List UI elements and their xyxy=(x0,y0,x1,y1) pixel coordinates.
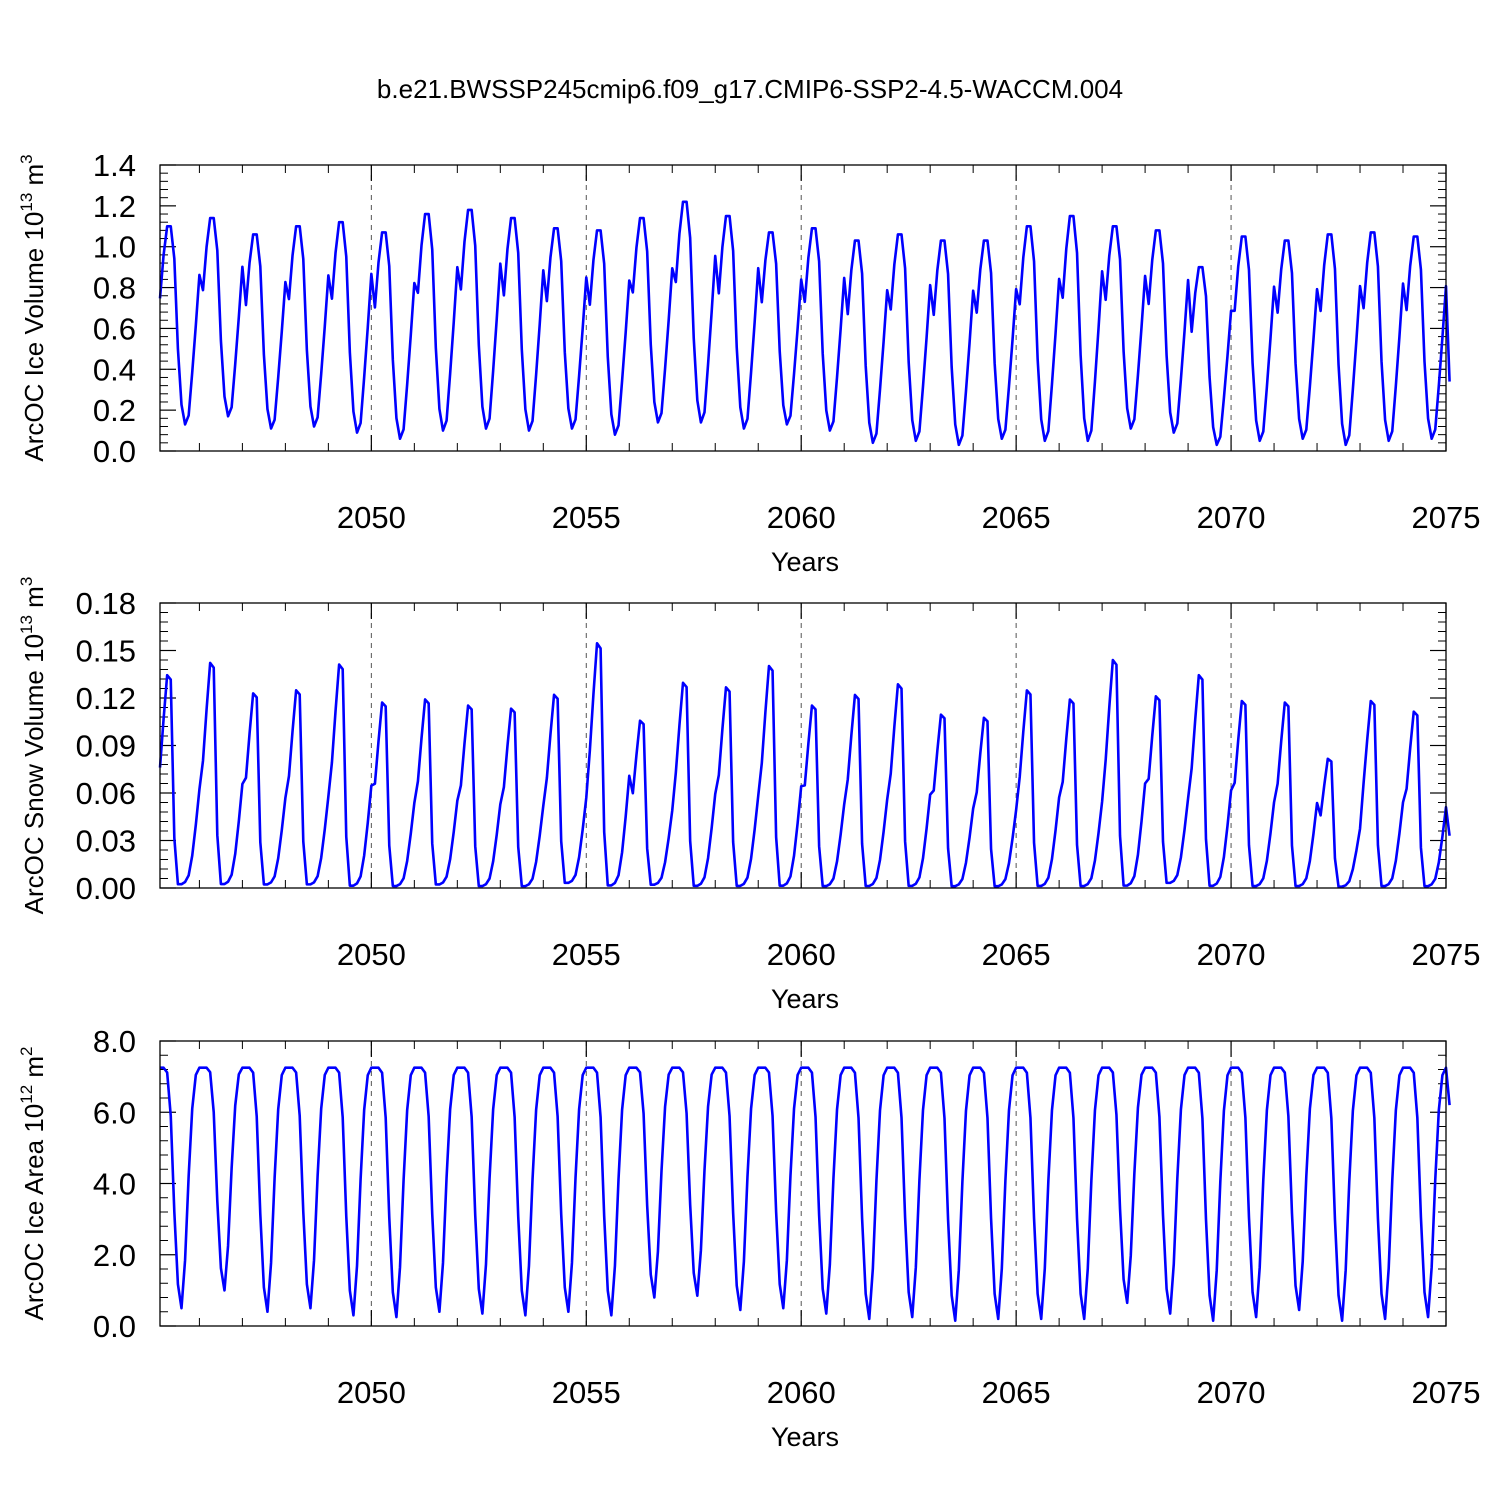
y-label-prefix: ArcOC Snow Volume 10 xyxy=(19,634,49,914)
x-tick-label-2055: 2055 xyxy=(552,500,621,535)
series-line xyxy=(158,641,1451,888)
y-tick-label-0.6: 0.6 xyxy=(93,311,136,346)
y-label-unit: m xyxy=(19,164,49,193)
x-tick-label-2055: 2055 xyxy=(552,937,621,972)
panel-1: 2050 2055 2060 2065 2070 2075 0.0 0.2 0.4 0.6 0.8 1… xyxy=(17,148,1480,577)
x-tick-label-2070: 2070 xyxy=(1197,500,1266,535)
x-tick-label-2065: 2065 xyxy=(982,937,1051,972)
y-label-exponent: 13 xyxy=(17,615,36,634)
y-tick-label-0.2: 0.2 xyxy=(93,393,136,428)
y-axis-label: ArcOC Ice Area 1012 m2 xyxy=(17,1046,49,1320)
figure-title: b.e21.BWSSP245cmip6.f09_g17.CMIP6-SSP2-4… xyxy=(377,74,1123,104)
x-tick-label-2060: 2060 xyxy=(767,500,836,535)
y-label-unit: m xyxy=(19,586,49,615)
x-tick-label-2075: 2075 xyxy=(1412,1375,1481,1410)
y-tick-label-0.03: 0.03 xyxy=(76,824,136,859)
y-label-exponent: 13 xyxy=(17,193,36,212)
y-tick-label-0.18: 0.18 xyxy=(76,586,136,621)
x-tick-label-2075: 2075 xyxy=(1412,937,1481,972)
x-tick-label-2050: 2050 xyxy=(337,500,406,535)
series-line xyxy=(160,1066,1451,1322)
x-tick-label-2070: 2070 xyxy=(1197,1375,1266,1410)
y-tick-label-2.0: 2.0 xyxy=(93,1238,136,1273)
y-label-exponent: 12 xyxy=(17,1085,36,1104)
x-tick-label-2075: 2075 xyxy=(1412,500,1481,535)
x-tick-label-2050: 2050 xyxy=(337,1375,406,1410)
y-tick-label-1.4: 1.4 xyxy=(93,148,136,183)
plot-frame xyxy=(159,602,1447,889)
y-tick-label-0.4: 0.4 xyxy=(93,352,136,387)
y-tick-label-0.0: 0.0 xyxy=(93,1309,136,1344)
y-tick-label-6.0: 6.0 xyxy=(93,1095,136,1130)
y-tick-label-0.00: 0.00 xyxy=(76,871,136,906)
y-tick-label-0.8: 0.8 xyxy=(93,271,136,306)
x-tick-label-2060: 2060 xyxy=(767,1375,836,1410)
x-axis-label: Years xyxy=(771,1422,839,1452)
plot-frame xyxy=(159,164,1447,452)
y-label-prefix: ArcOC Ice Area 10 xyxy=(19,1104,49,1321)
x-tick-label-2065: 2065 xyxy=(982,1375,1051,1410)
y-tick-label-0.0: 0.0 xyxy=(93,434,136,469)
x-tick-label-2060: 2060 xyxy=(767,937,836,972)
x-tick-label-2050: 2050 xyxy=(337,937,406,972)
panel-2: 2050 2055 2060 2065 2070 2075 0.00 0.03 0.06 0.09… xyxy=(17,577,1480,1014)
series-line xyxy=(158,200,1451,447)
y-label-unit-exponent: 3 xyxy=(17,577,36,586)
y-tick-label-0.12: 0.12 xyxy=(76,681,136,716)
y-tick-label-4.0: 4.0 xyxy=(93,1167,136,1202)
panel-3: 2050 2055 2060 2065 2070 2075 0.0 2.0 4.0 6.0 8.0 Y… xyxy=(17,1024,1480,1452)
y-tick-label-0.09: 0.09 xyxy=(76,729,136,764)
y-label-unit-exponent: 3 xyxy=(17,154,36,163)
y-tick-label-1.2: 1.2 xyxy=(93,189,136,224)
y-label-unit-exponent: 2 xyxy=(17,1046,36,1055)
plot-frame xyxy=(159,1040,1447,1327)
y-tick-label-1.0: 1.0 xyxy=(93,230,136,265)
y-tick-label-0.06: 0.06 xyxy=(76,776,136,811)
y-axis-label: ArcOC Snow Volume 1013 m3 xyxy=(17,577,49,915)
y-label-prefix: ArcOC Ice Volume 10 xyxy=(19,212,49,462)
y-tick-label-0.15: 0.15 xyxy=(76,634,136,669)
y-tick-label-8.0: 8.0 xyxy=(93,1024,136,1059)
y-label-unit: m xyxy=(19,1056,49,1085)
y-axis-label: ArcOC Ice Volume 1013 m3 xyxy=(17,154,49,461)
x-axis-label: Years xyxy=(771,547,839,577)
x-axis-label: Years xyxy=(771,984,839,1014)
x-tick-label-2055: 2055 xyxy=(552,1375,621,1410)
x-tick-label-2065: 2065 xyxy=(982,500,1051,535)
x-tick-label-2070: 2070 xyxy=(1197,937,1266,972)
